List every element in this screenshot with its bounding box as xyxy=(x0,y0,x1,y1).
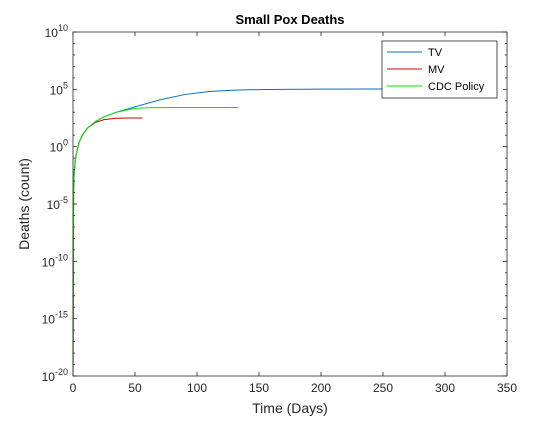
x-axis-label: Time (Days) xyxy=(252,400,328,416)
legend: TV MV CDC Policy xyxy=(381,40,498,99)
x-axis-ticks: 0 50 100 150 200 250 300 350 xyxy=(70,32,517,395)
y-axis-ticks: 1010 105 100 10-5 10-10 10-15 10-20 xyxy=(42,23,507,384)
chart-title: Small Pox Deaths xyxy=(235,12,344,27)
y-tick-label: 10-15 xyxy=(42,310,68,327)
y-tick-label: 10-20 xyxy=(42,367,68,384)
x-tick-label: 100 xyxy=(187,381,207,395)
y-axis-label: Deaths (count) xyxy=(16,158,32,250)
x-tick-label: 150 xyxy=(249,381,269,395)
x-tick-label: 300 xyxy=(435,381,455,395)
legend-entries: TV MV CDC Policy xyxy=(387,47,485,93)
y-tick-label: 1010 xyxy=(45,23,68,40)
legend-label-2: CDC Policy xyxy=(428,81,485,93)
x-tick-label: 50 xyxy=(128,381,142,395)
x-tick-label: 200 xyxy=(311,381,331,395)
legend-label-1: MV xyxy=(428,64,445,76)
series-line-2 xyxy=(72,107,238,377)
y-tick-label: 105 xyxy=(50,80,68,97)
y-tick-label: 10-10 xyxy=(42,252,68,269)
series-layer xyxy=(72,88,458,377)
x-tick-label: 250 xyxy=(373,381,393,395)
x-tick-label: 350 xyxy=(497,381,517,395)
x-tick-label: 0 xyxy=(70,381,77,395)
legend-label-0: TV xyxy=(428,47,443,59)
y-tick-label: 100 xyxy=(50,138,68,155)
y-tick-label: 10-5 xyxy=(47,195,68,212)
